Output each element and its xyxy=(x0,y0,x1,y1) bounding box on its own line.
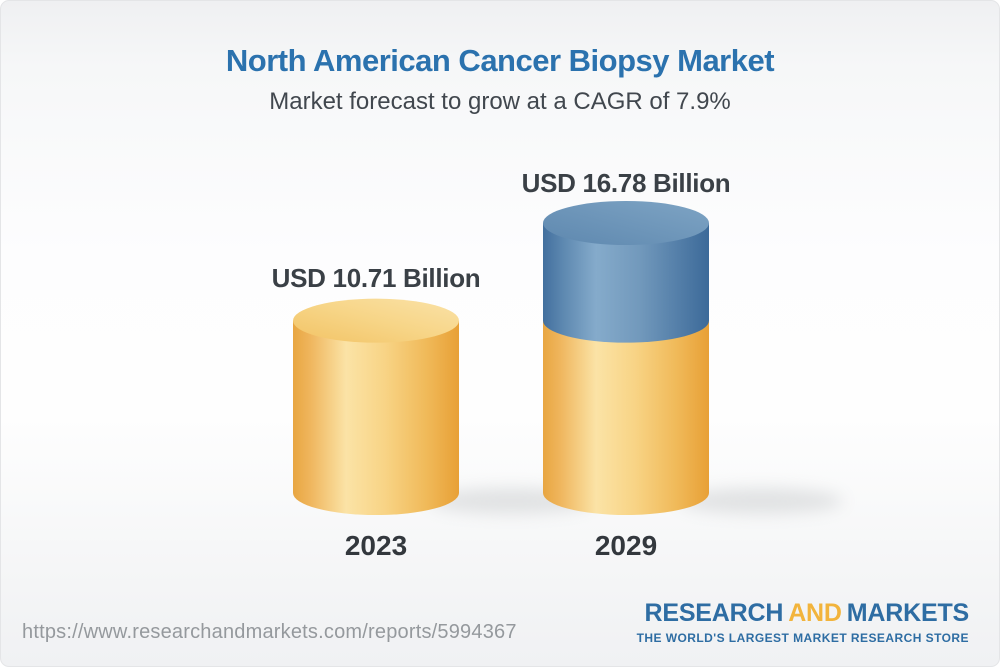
brand-tagline: THE WORLD'S LARGEST MARKET RESEARCH STOR… xyxy=(636,630,969,645)
brand-word-markets: MARKETS xyxy=(846,599,969,627)
bar-2029-base-segment xyxy=(543,320,709,515)
brand-wordmark: RESEARCH AND MARKETS xyxy=(644,599,970,628)
bar-2023-top xyxy=(293,298,459,343)
brand-word-and: AND xyxy=(788,599,842,627)
value-label-2023: USD 10.71 Billion xyxy=(271,263,481,293)
bar-2023-body xyxy=(293,320,459,515)
brand-logo: RESEARCH AND MARKETS THE WORLD'S LARGEST M… xyxy=(636,599,970,645)
value-label-2029: USD 16.78 Billion xyxy=(521,168,731,198)
report-url: https://www.researchandmarkets.com/repor… xyxy=(22,621,517,643)
brand-word-research: RESEARCH xyxy=(644,599,784,627)
bar-2029-growth-segment xyxy=(543,223,709,343)
chart-subtitle: Market forecast to grow at a CAGR of 7.9… xyxy=(269,88,731,115)
bar-shadow-2029 xyxy=(679,488,843,514)
category-label-2023: 2023 xyxy=(344,530,408,561)
bar-2029-top xyxy=(543,201,709,245)
category-label-2029: 2029 xyxy=(594,530,658,561)
chart-title: North American Cancer Biopsy Market xyxy=(225,43,775,78)
